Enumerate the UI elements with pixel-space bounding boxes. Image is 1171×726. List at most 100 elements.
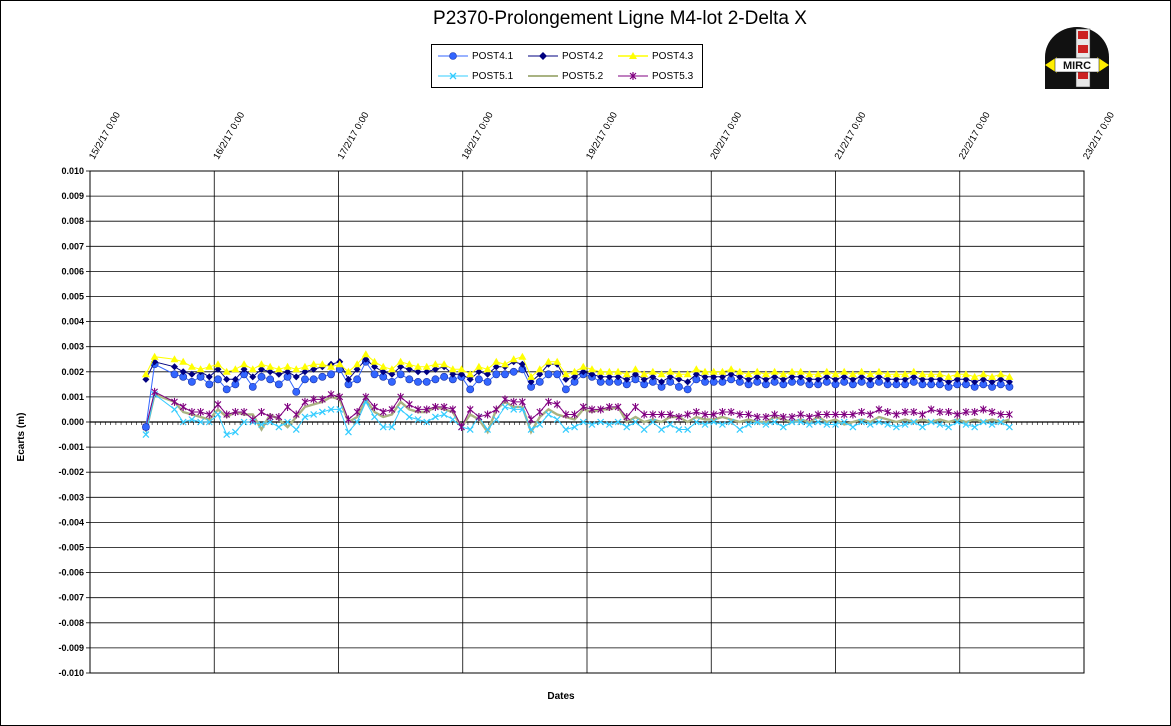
- data-point: [727, 365, 736, 373]
- data-point: [692, 407, 700, 416]
- data-point: [701, 367, 710, 375]
- data-point: [553, 357, 562, 365]
- data-point: [1005, 378, 1013, 386]
- data-point: [1006, 423, 1013, 431]
- data-point: [405, 360, 414, 368]
- data-point: [727, 407, 735, 416]
- data-point: [970, 372, 979, 380]
- data-point: [571, 373, 579, 381]
- data-point: [544, 357, 553, 365]
- data-point: [214, 400, 222, 409]
- data-point: [588, 370, 596, 378]
- data-point: [535, 365, 544, 373]
- data-point: [840, 373, 848, 381]
- data-point: [666, 410, 674, 419]
- legend-label: POST5.1: [472, 71, 514, 82]
- data-point: [275, 412, 283, 421]
- data-point: [231, 407, 239, 416]
- data-point: [631, 365, 640, 373]
- data-point: [805, 375, 813, 383]
- data-point: [414, 368, 422, 376]
- data-point: [483, 365, 492, 373]
- data-point: [892, 410, 900, 419]
- data-point: [179, 402, 187, 411]
- data-point: [527, 415, 535, 424]
- data-point: [309, 360, 318, 368]
- data-point: [222, 367, 231, 375]
- data-point: [840, 410, 848, 419]
- data-point: [214, 411, 222, 418]
- data-point: [562, 426, 570, 433]
- data-point: [240, 360, 249, 368]
- data-point: [605, 421, 613, 428]
- data-point: [248, 382, 257, 391]
- y-tick-label: 0.000: [61, 417, 84, 427]
- data-point: [188, 407, 196, 416]
- data-point: [170, 363, 178, 371]
- data-point: [884, 407, 892, 416]
- data-point: [640, 410, 648, 419]
- data-point: [892, 370, 901, 378]
- x-tick-label: 17/2/17 0:00: [336, 110, 372, 161]
- data-point: [832, 375, 839, 383]
- data-point: [362, 392, 370, 401]
- series-layer: [141, 350, 1014, 438]
- data-point: [519, 397, 526, 406]
- data-point: [892, 375, 900, 383]
- data-point: [275, 370, 283, 378]
- data-point: [945, 407, 952, 416]
- data-point: [579, 362, 588, 370]
- y-tick-label: 0.001: [61, 392, 84, 402]
- data-point: [622, 370, 631, 378]
- data-point: [492, 405, 500, 414]
- data-point: [666, 421, 674, 428]
- data-point: [701, 410, 709, 419]
- data-point: [579, 418, 587, 426]
- data-point: [223, 375, 231, 383]
- data-point: [336, 392, 344, 401]
- data-point: [562, 375, 570, 383]
- data-point: [579, 402, 587, 411]
- data-point: [875, 405, 883, 414]
- data-point: [649, 373, 657, 381]
- data-point: [448, 365, 457, 373]
- data-point: [979, 375, 987, 383]
- data-point: [988, 372, 997, 380]
- y-tick-label: 0.005: [61, 292, 84, 302]
- data-point: [336, 406, 344, 413]
- data-point: [405, 413, 413, 421]
- data-point: [909, 367, 918, 375]
- data-point: [197, 418, 205, 426]
- data-point: [910, 373, 918, 381]
- data-point: [345, 428, 352, 436]
- data-point: [962, 421, 970, 428]
- data-point: [205, 410, 213, 419]
- data-point: [988, 421, 996, 428]
- data-point: [571, 423, 578, 431]
- data-point: [683, 385, 692, 394]
- data-point: [553, 400, 561, 409]
- y-tick-label: -0.006: [58, 568, 84, 578]
- y-tick-label: 0.002: [61, 367, 84, 377]
- data-point: [171, 397, 178, 406]
- data-point: [318, 395, 326, 404]
- data-point: [997, 375, 1005, 383]
- data-point: [205, 373, 213, 381]
- data-point: [353, 360, 362, 368]
- data-point: [988, 378, 996, 386]
- data-point: [396, 357, 405, 365]
- data-point: [231, 375, 239, 383]
- data-point: [458, 370, 466, 378]
- mirc-logo: MIRC: [1043, 27, 1111, 91]
- data-point: [953, 410, 961, 419]
- data-point: [849, 375, 857, 383]
- data-point: [632, 418, 639, 426]
- data-point: [475, 412, 483, 421]
- data-point: [588, 421, 596, 428]
- data-point: [640, 426, 648, 433]
- data-point: [248, 365, 257, 373]
- data-point: [449, 416, 457, 423]
- data-point: [266, 375, 275, 384]
- data-point: [971, 423, 979, 431]
- data-point: [492, 357, 501, 365]
